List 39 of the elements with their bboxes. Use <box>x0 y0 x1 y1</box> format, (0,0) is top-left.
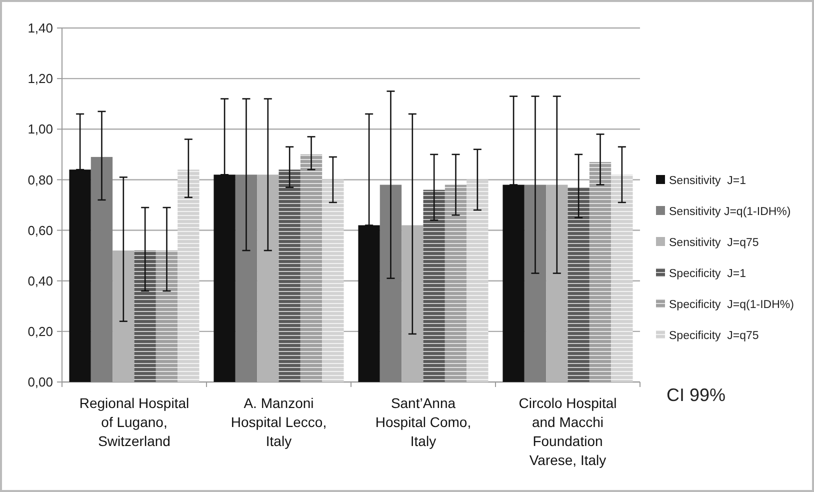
bar <box>278 170 300 382</box>
y-tick-label: 0,80 <box>28 172 53 188</box>
bar <box>322 180 344 382</box>
bar <box>423 190 445 382</box>
bar <box>589 162 612 382</box>
legend-label: Specificity J=1 <box>669 268 746 280</box>
x-tick-label: Regional Hospital of Lugano, Switzerland <box>79 395 190 449</box>
legend-label: Sensitivity J=1 <box>669 175 746 188</box>
y-tick-label: 1,40 <box>28 20 53 36</box>
bar <box>568 187 590 382</box>
bar <box>402 225 424 382</box>
y-tick-label: 0,40 <box>28 273 53 288</box>
bar <box>90 156 113 382</box>
bar <box>300 154 322 382</box>
bar <box>444 184 467 382</box>
bar <box>112 250 134 382</box>
bar <box>235 174 258 382</box>
y-tick-label: 0,00 <box>28 374 53 390</box>
bar <box>134 250 156 382</box>
bar <box>257 174 279 382</box>
bar <box>611 174 633 382</box>
bar <box>466 180 488 382</box>
bar <box>178 170 200 382</box>
legend-label: Specificity J=q75 <box>669 330 759 342</box>
x-tick-label: Circolo Hospital and Macchi Foundation Varese, Italy <box>518 395 617 468</box>
x-tick-label: A. Manzoni Hospital Lecco, Italy <box>230 395 327 449</box>
legend-label: Specificity J=q(1-IDH%) <box>669 299 794 312</box>
y-tick-label: 1,20 <box>28 71 53 86</box>
y-tick-label: 1,00 <box>28 122 53 137</box>
legend-label: Sensitivity J=q(1-IDH%) <box>669 206 791 218</box>
text: CI 99% <box>666 385 726 405</box>
y-tick-label: 0,60 <box>28 222 53 238</box>
bar <box>156 250 178 382</box>
bar <box>524 184 546 382</box>
bar <box>380 184 402 382</box>
bar <box>546 184 568 382</box>
y-tick-label: 0,20 <box>28 324 53 339</box>
legend-label: Sensitivity J=q75 <box>669 237 759 250</box>
x-tick-label: Sant’Anna Hospital Como, Italy <box>375 395 472 449</box>
